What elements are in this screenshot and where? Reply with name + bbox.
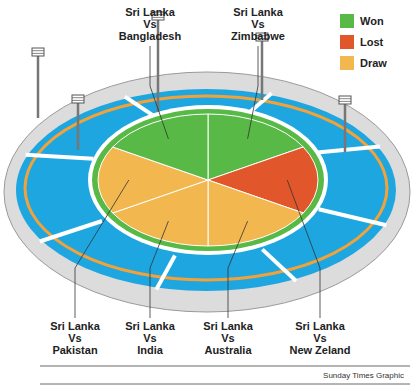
leader-line	[228, 221, 248, 318]
floodlight-pole	[77, 103, 80, 150]
stadium	[4, 12, 410, 312]
slice-label: Sri LankaVsAustralia	[203, 320, 253, 356]
leader-line	[248, 46, 258, 139]
slice-label-line: Vs	[313, 332, 326, 344]
stands	[16, 89, 396, 291]
slice-label-line: Sri Lanka	[233, 6, 283, 18]
outer-stand	[4, 72, 410, 312]
slice-label-line: New Zeland	[289, 344, 350, 356]
slice-label-line: Vs	[251, 18, 264, 30]
leader-line	[150, 46, 168, 139]
legend-label: Draw	[360, 57, 387, 69]
labels: Sri LankaVsZimbabweSri LankaVsNew Zeland…	[50, 6, 350, 356]
floodlight-grid	[32, 50, 44, 51]
aisle	[26, 155, 94, 159]
aisle	[156, 255, 175, 289]
legend-label: Won	[360, 15, 384, 27]
aisle	[125, 97, 155, 117]
slice-label-line: Australia	[204, 344, 252, 356]
slice	[113, 114, 208, 180]
slice-label: Sri LankaVsPakistan	[50, 320, 100, 356]
slice-label-line: India	[137, 344, 164, 356]
slice-label-line: Sri Lanka	[295, 320, 345, 332]
slice-label: Sri LankaVsIndia	[125, 320, 175, 356]
floodlight-grid	[32, 53, 44, 54]
chart: Sri LankaVsZimbabweSri LankaVsNew Zeland…	[0, 0, 413, 386]
slice-label: Sri LankaVsNew Zeland	[289, 320, 350, 356]
aisle	[319, 209, 387, 225]
legend-swatch	[340, 56, 354, 70]
leader-line	[75, 180, 129, 318]
floodlight	[72, 95, 84, 150]
floodlight-grid	[72, 97, 84, 98]
legend: Won Lost Draw	[340, 14, 387, 70]
slice	[208, 180, 303, 246]
field-rim	[92, 109, 324, 251]
slice-label-line: Vs	[143, 18, 156, 30]
floodlight-head	[32, 48, 44, 56]
leader-line	[150, 221, 168, 318]
pie	[98, 114, 318, 246]
floodlight-pole	[37, 56, 40, 118]
floodlight-pole	[261, 41, 264, 100]
slice-label-line: Sri Lanka	[125, 6, 175, 18]
leader-line	[287, 180, 320, 318]
legend-swatch	[340, 35, 354, 49]
slice-label-line: Vs	[221, 332, 234, 344]
floodlight-head	[72, 95, 84, 103]
slice-label-line: Pakistan	[52, 344, 98, 356]
slice-label-line: Sri Lanka	[50, 320, 100, 332]
slice-label-line: Zimbabwe	[231, 30, 285, 42]
floodlight	[32, 48, 44, 118]
legend-label: Lost	[360, 36, 384, 48]
floodlight-head	[339, 96, 351, 104]
slice-label-line: Sri Lanka	[203, 320, 253, 332]
floodlight	[339, 96, 351, 152]
slice-label-line: Bangladesh	[119, 30, 182, 42]
rule	[40, 384, 410, 385]
slice-label: Sri LankaVsBangladesh	[119, 6, 182, 42]
floodlight-grid	[339, 101, 351, 102]
field-edge	[88, 105, 328, 255]
floodlight-grid	[72, 100, 84, 101]
aisle	[262, 249, 296, 281]
source: Sunday Times Graphic	[323, 371, 404, 380]
rule	[40, 366, 410, 367]
slice-label-line: Vs	[143, 332, 156, 344]
slice-label-line: Sri Lanka	[125, 320, 175, 332]
boundary-ring	[25, 96, 387, 280]
floodlight-pole	[344, 104, 347, 152]
aisle	[315, 146, 380, 152]
slice-label: Sri LankaVsZimbabwe	[231, 6, 285, 42]
slice-label-line: Vs	[68, 332, 81, 344]
legend-swatch	[340, 14, 354, 28]
floodlight-grid	[339, 98, 351, 99]
